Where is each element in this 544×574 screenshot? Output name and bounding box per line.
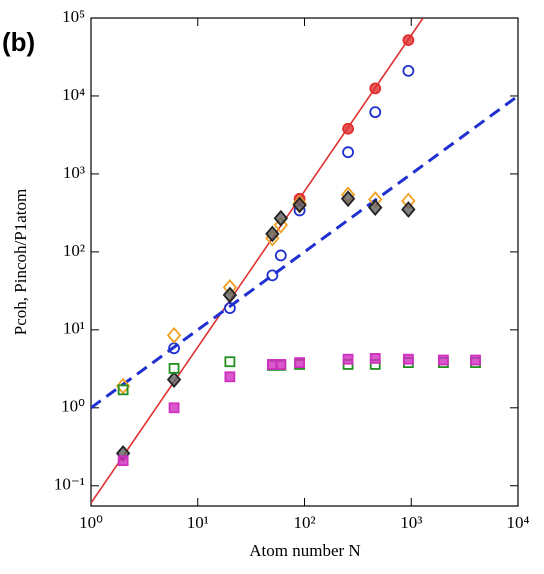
point (368, 199, 383, 216)
plot-frame (90, 17, 519, 507)
y-tick-label: 10¹ (63, 319, 85, 338)
point (275, 359, 287, 370)
panel-label: (b) (2, 27, 35, 57)
point (342, 353, 354, 365)
point (273, 216, 289, 234)
point (168, 363, 180, 374)
y-tick-label: 10⁴ (62, 85, 85, 104)
y-tick-label: 10² (63, 241, 85, 260)
y-tick-label: 10³ (63, 163, 85, 182)
point (292, 196, 307, 214)
point (117, 455, 129, 467)
point (294, 357, 306, 368)
y-tick-label: 10⁵ (62, 7, 85, 26)
x-tick-label: 10⁰ (79, 513, 103, 532)
point (437, 354, 449, 366)
point (402, 64, 415, 77)
point (115, 377, 131, 395)
x-axis-label: Atom number N (249, 541, 360, 560)
point (274, 249, 287, 262)
point (224, 371, 236, 383)
point (117, 384, 129, 396)
point (470, 354, 481, 366)
x-tick-label: 10² (293, 513, 315, 532)
point (273, 209, 289, 227)
point (166, 326, 182, 344)
fit-line (91, 94, 518, 410)
point (340, 190, 356, 208)
x-tick-label: 10³ (400, 513, 422, 532)
point (402, 353, 414, 365)
point (266, 269, 279, 282)
point (265, 225, 280, 243)
point (342, 146, 354, 159)
point (166, 371, 182, 388)
point (369, 106, 382, 119)
point (401, 201, 416, 218)
x-tick-label: 10¹ (187, 513, 209, 532)
point (168, 402, 180, 414)
y-axis-label: Pcoh, Pincoh/P1atom (11, 189, 30, 335)
point (369, 353, 381, 364)
point (222, 286, 238, 304)
y-tick-label: 10⁻¹ (54, 475, 85, 494)
point (402, 34, 415, 47)
x-tick-label: 10⁴ (507, 513, 530, 532)
y-tick-label: 10⁰ (61, 397, 85, 416)
fit-line (91, 18, 424, 504)
point (369, 82, 382, 95)
point (342, 122, 354, 135)
point (224, 356, 236, 368)
